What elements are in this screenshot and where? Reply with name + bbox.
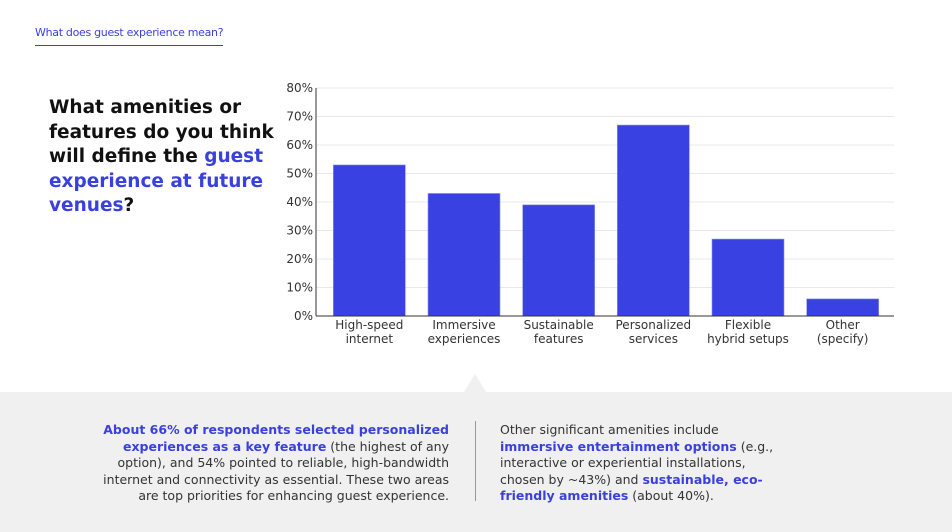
insight-right-bold: immersive entertainment options xyxy=(500,438,737,454)
insight-right-text: Other significant amenities include xyxy=(500,422,719,437)
y-tick-label: 80% xyxy=(286,81,313,95)
bar xyxy=(522,204,595,317)
bar xyxy=(427,193,501,317)
insight-left-bold: About 66% of respondents selected person… xyxy=(103,422,449,454)
y-tick-label: 40% xyxy=(286,195,313,209)
y-tick-label: 20% xyxy=(286,252,313,266)
bar xyxy=(617,124,690,317)
divider xyxy=(475,421,476,501)
x-tick-label: Sustainable xyxy=(524,318,594,332)
bar xyxy=(806,298,879,317)
y-tick-label: 70% xyxy=(286,110,313,124)
callout-pointer xyxy=(464,374,486,392)
insight-left: About 66% of respondents selected person… xyxy=(89,422,449,505)
x-tick-label: High-speed xyxy=(335,318,403,332)
x-tick-label: Flexible xyxy=(725,318,771,332)
x-tick-label: hybrid setups xyxy=(707,332,789,346)
insight-right: Other significant amenities include imme… xyxy=(500,422,780,505)
x-tick-label: Other xyxy=(826,318,860,332)
breadcrumb-link[interactable]: What does guest experience mean? xyxy=(35,26,224,46)
insight-right-bold: sustainable, eco-friendly amenities xyxy=(500,471,763,504)
insight-left-text: (the highest of any option), and 54% poi… xyxy=(103,438,449,504)
x-tick-label: (specify) xyxy=(817,332,869,346)
x-tick-label: services xyxy=(629,332,678,346)
bar-chart: 0% 10% 20% 30% 40% 50% 60% 70% 80% High-speedinte… xyxy=(286,81,894,346)
insight-right-text: (about 40%). xyxy=(628,488,714,504)
bar xyxy=(333,164,406,317)
y-tick-label: 50% xyxy=(286,167,313,181)
y-tick-label: 30% xyxy=(286,224,313,238)
bar xyxy=(711,238,785,317)
question-text: What amenities or features do you think … xyxy=(49,97,274,167)
y-tick-label: 0% xyxy=(294,309,313,323)
x-tick-label: features xyxy=(534,332,584,346)
y-tick-label: 10% xyxy=(286,281,313,295)
question-heading: What amenities or features do you think … xyxy=(49,96,279,219)
insights-panel xyxy=(0,392,952,532)
x-tick-label: Immersive xyxy=(432,318,495,332)
question-end: ? xyxy=(123,195,135,216)
question-highlight: guest experience at future venues xyxy=(49,146,264,216)
y-tick-label: 60% xyxy=(286,138,313,152)
x-tick-label: internet xyxy=(346,332,394,346)
insight-right-text: (e.g., interactive or experiential insta… xyxy=(500,438,774,487)
x-tick-label: experiences xyxy=(428,332,501,346)
x-tick-label: Personalized xyxy=(616,318,692,332)
